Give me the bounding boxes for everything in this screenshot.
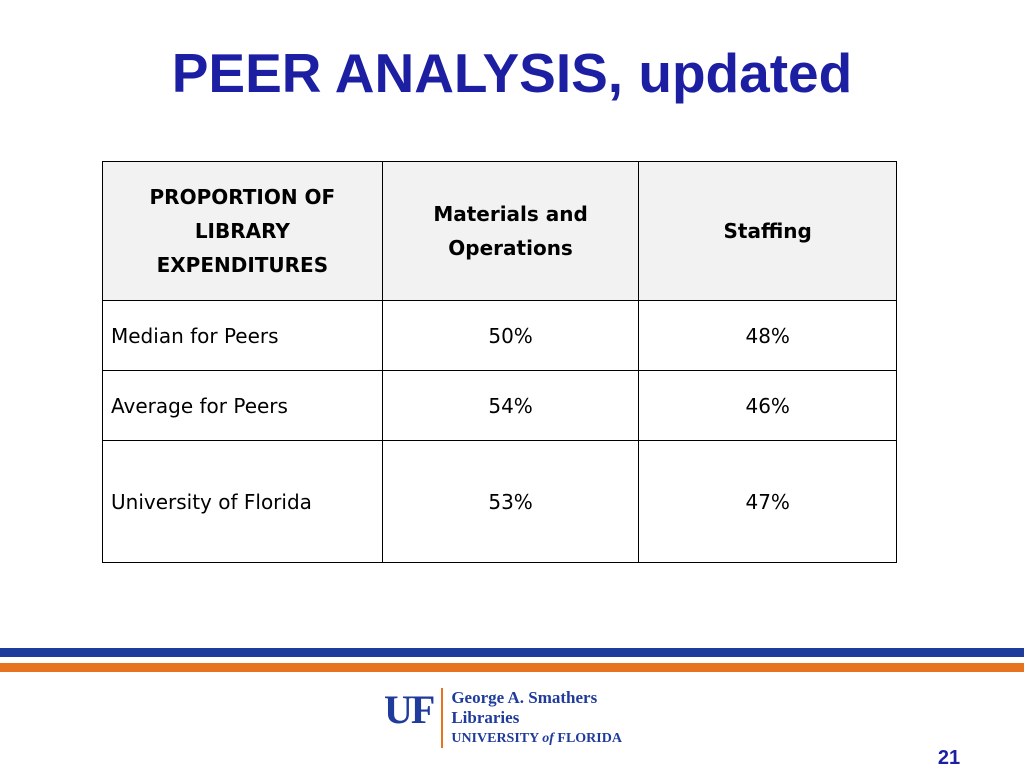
table-row: Average for Peers 54% 46% xyxy=(102,370,897,441)
staffing-value: 47% xyxy=(638,440,897,563)
logo-university-pre: UNIVERSITY xyxy=(451,731,543,746)
footer-rule-orange xyxy=(0,663,1024,672)
peer-analysis-table: PROPORTION OF LIBRARY EXPENDITURES Mater… xyxy=(102,161,897,563)
row-label: Median for Peers xyxy=(102,300,383,371)
materials-value: 54% xyxy=(381,370,640,441)
materials-value: 53% xyxy=(381,440,640,563)
logo-divider xyxy=(441,688,444,748)
logo-text: George A. Smathers Libraries UNIVERSITY … xyxy=(451,688,622,750)
logo-line-university: UNIVERSITY of FLORIDA xyxy=(451,728,622,750)
row-label: Average for Peers xyxy=(102,370,383,441)
header-materials-operations: Materials and Operations xyxy=(381,161,640,301)
header-staffing: Staffing xyxy=(638,161,897,301)
slide-title: PEER ANALYSIS, updated xyxy=(171,42,853,104)
row-label: University of Florida xyxy=(102,440,383,563)
logo-university-post: FLORIDA xyxy=(553,731,622,746)
uf-libraries-logo: UF George A. Smathers Libraries UNIVERSI… xyxy=(384,688,622,750)
logo-line-smathers: George A. Smathers xyxy=(451,688,598,707)
table-row: Median for Peers 50% 48% xyxy=(102,300,897,371)
staffing-value: 46% xyxy=(638,370,897,441)
header-proportion: PROPORTION OF LIBRARY EXPENDITURES xyxy=(102,161,383,301)
staffing-value: 48% xyxy=(638,300,897,371)
page-number: 21 xyxy=(937,747,961,768)
materials-value: 50% xyxy=(381,300,640,371)
table-header-row: PROPORTION OF LIBRARY EXPENDITURES Mater… xyxy=(102,161,897,301)
logo-university-of: of xyxy=(542,731,554,746)
uf-logo-mark: UF xyxy=(384,687,435,732)
logo-line-libraries: Libraries xyxy=(451,708,520,727)
footer-rule-blue xyxy=(0,648,1024,657)
table-row: University of Florida 53% 47% xyxy=(102,440,897,563)
